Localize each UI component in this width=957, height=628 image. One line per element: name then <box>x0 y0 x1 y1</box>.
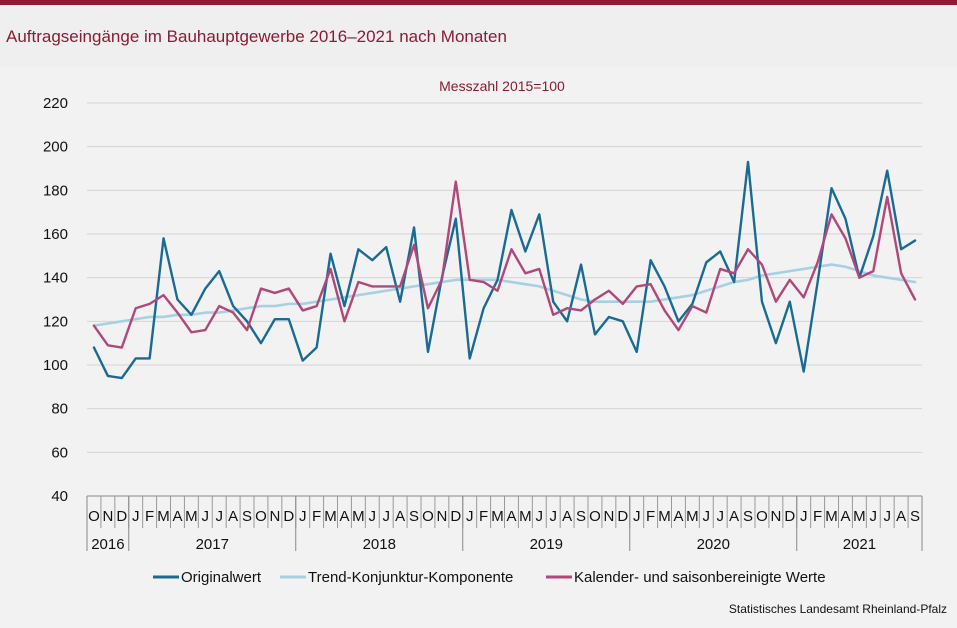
series-line-original <box>92 160 917 380</box>
month-label: J <box>132 508 140 525</box>
legend-item: Originalwert <box>153 569 262 586</box>
month-label: O <box>422 508 434 525</box>
header: Auftragseingänge im Bauhauptgewerbe 2016… <box>0 5 957 67</box>
legend-label: Kalender- und saisonbereinigte Werte <box>574 569 826 586</box>
month-label: O <box>589 508 601 525</box>
year-label: 2019 <box>530 536 563 553</box>
month-label: F <box>646 508 655 525</box>
legend-label: Originalwert <box>181 569 262 586</box>
month-label: A <box>840 508 850 525</box>
month-label: F <box>312 508 321 525</box>
series-lines <box>92 160 917 380</box>
month-label: F <box>145 508 154 525</box>
month-label: D <box>283 508 294 525</box>
legend-item: Kalender- und saisonbereinigte Werte <box>546 569 826 586</box>
month-label: S <box>242 508 252 525</box>
month-label: M <box>686 508 699 525</box>
month-label: M <box>853 508 866 525</box>
y-axis: 40 60 80 100 120 140 160 180 200 220 <box>43 95 68 505</box>
y-tick-label: 160 <box>43 226 68 243</box>
month-label: D <box>116 508 127 525</box>
month-label: O <box>255 508 267 525</box>
month-label: J <box>466 508 474 525</box>
month-label: J <box>202 508 210 525</box>
unit-label: Messzahl 2015=100 <box>439 78 565 94</box>
month-label: D <box>617 508 628 525</box>
month-label: M <box>352 508 365 525</box>
month-label: N <box>603 508 614 525</box>
month-label: D <box>784 508 795 525</box>
month-label: J <box>870 508 878 525</box>
chart-title: Auftragseingänge im Bauhauptgewerbe 2016… <box>6 27 507 46</box>
month-label: N <box>269 508 280 525</box>
year-label: 2017 <box>196 536 229 553</box>
y-tick-label: 140 <box>43 270 68 287</box>
month-label: O <box>88 508 100 525</box>
month-label: N <box>770 508 781 525</box>
month-label: J <box>549 508 557 525</box>
y-tick-label: 60 <box>51 444 68 461</box>
month-label: F <box>479 508 488 525</box>
month-label: A <box>395 508 405 525</box>
month-label: J <box>215 508 223 525</box>
month-label: M <box>519 508 532 525</box>
month-label: M <box>185 508 198 525</box>
month-label: S <box>576 508 586 525</box>
month-label: O <box>756 508 768 525</box>
legend: Originalwert Trend-Konjunktur-Komponente K… <box>153 569 826 586</box>
month-label: A <box>506 508 516 525</box>
y-tick-label: 180 <box>43 182 68 199</box>
chart-area: Messzahl 2015=100 40 60 80 100 120 140 160 180 2… <box>0 72 957 604</box>
month-label: S <box>743 508 753 525</box>
month-label: M <box>324 508 337 525</box>
month-label: A <box>729 508 739 525</box>
month-label: A <box>896 508 906 525</box>
month-label: M <box>825 508 838 525</box>
month-label: F <box>813 508 822 525</box>
month-label: D <box>450 508 461 525</box>
month-label: J <box>633 508 641 525</box>
month-label: J <box>800 508 808 525</box>
month-label: A <box>673 508 683 525</box>
legend-label: Trend-Konjunktur-Komponente <box>308 569 513 586</box>
y-tick-label: 100 <box>43 357 68 374</box>
month-label: J <box>716 508 724 525</box>
month-label: S <box>409 508 419 525</box>
y-tick-label: 200 <box>43 139 68 156</box>
year-label: 2021 <box>843 536 876 553</box>
year-label: 2018 <box>363 536 396 553</box>
month-label: N <box>436 508 447 525</box>
month-label: J <box>369 508 377 525</box>
source-note: Statistisches Landesamt Rheinland-Pfalz <box>728 602 947 616</box>
month-label: A <box>172 508 182 525</box>
month-label: S <box>910 508 920 525</box>
month-label: A <box>562 508 572 525</box>
month-label: J <box>883 508 891 525</box>
month-label: J <box>536 508 544 525</box>
month-label: M <box>658 508 671 525</box>
month-label: M <box>491 508 504 525</box>
brand-bar <box>0 0 957 5</box>
month-label: J <box>382 508 390 525</box>
y-tick-label: 80 <box>51 401 68 418</box>
y-tick-label: 40 <box>51 488 68 505</box>
y-tick-label: 220 <box>43 95 68 112</box>
year-label: 2016 <box>91 536 124 553</box>
legend-item: Trend-Konjunktur-Komponente <box>280 569 513 586</box>
gridlines <box>87 102 922 497</box>
month-label: A <box>339 508 349 525</box>
series-line-adjusted <box>92 180 917 349</box>
month-label: N <box>102 508 113 525</box>
year-label: 2020 <box>697 536 730 553</box>
month-label: J <box>299 508 307 525</box>
month-label: J <box>703 508 711 525</box>
month-label: A <box>228 508 238 525</box>
line-chart: Messzahl 2015=100 40 60 80 100 120 140 160 180 2… <box>43 78 923 586</box>
month-label: M <box>157 508 170 525</box>
y-tick-label: 120 <box>43 313 68 330</box>
